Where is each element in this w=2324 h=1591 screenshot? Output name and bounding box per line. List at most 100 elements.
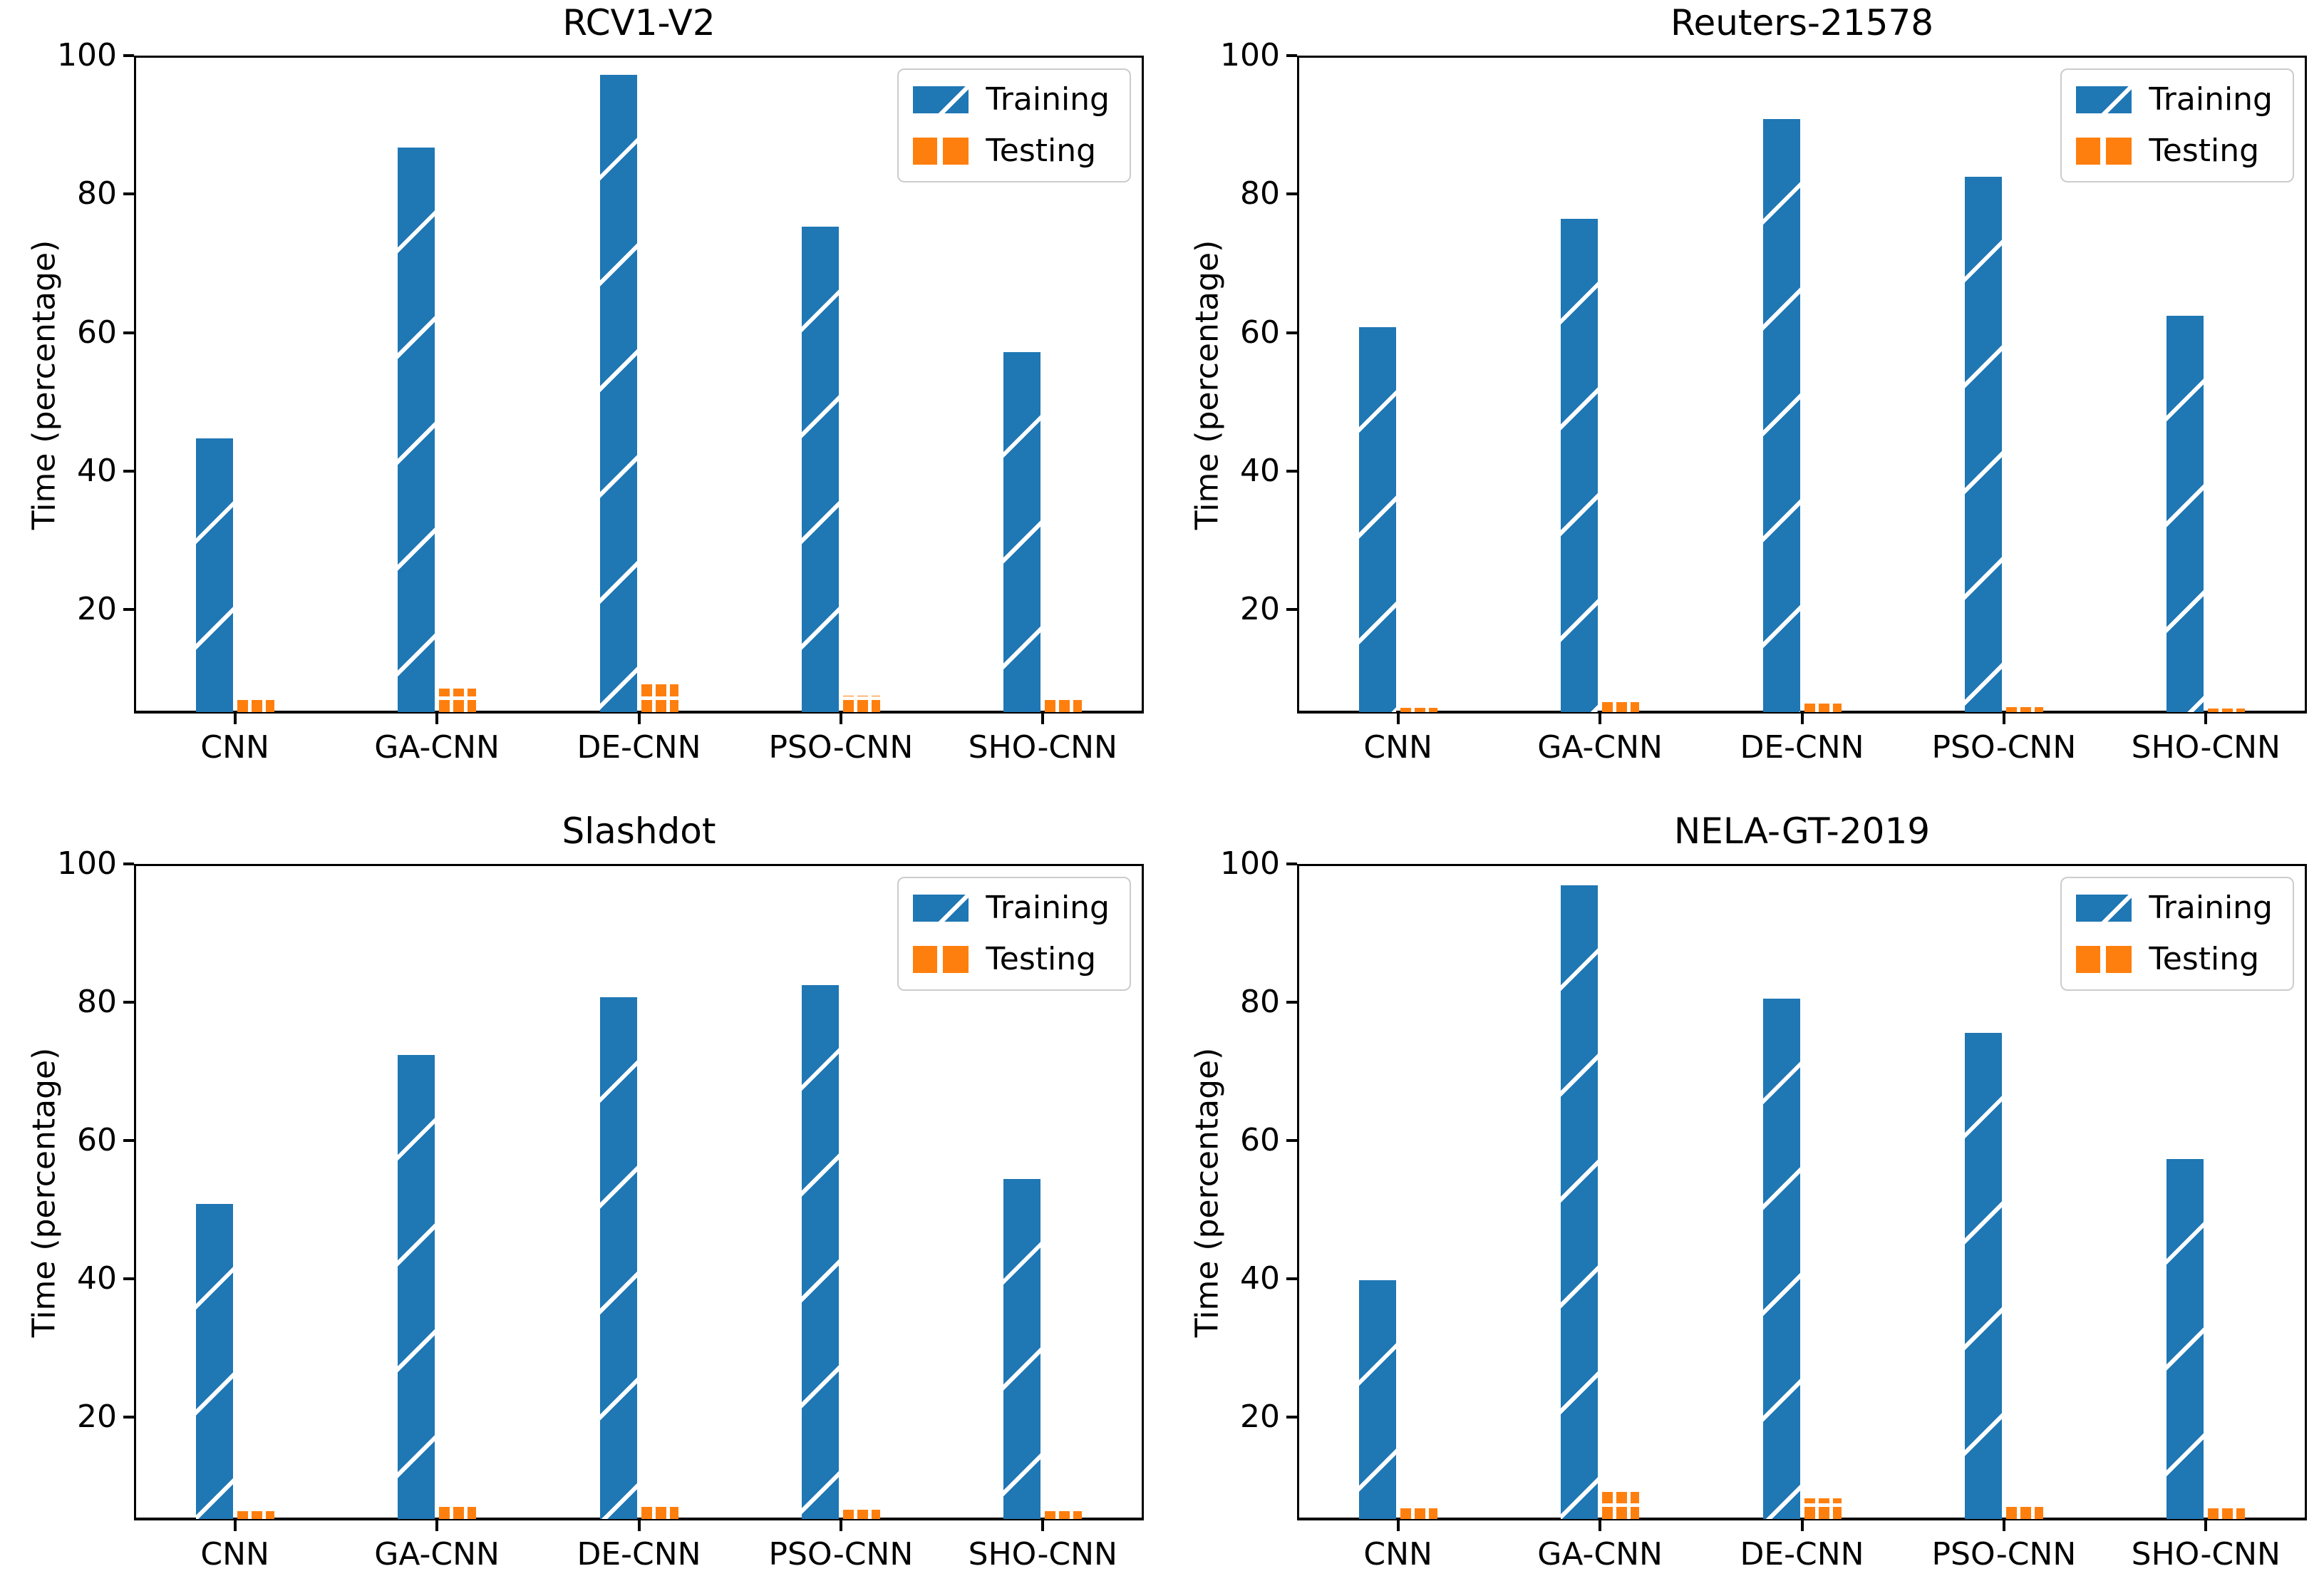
- x-tick-label: DE-CNN: [577, 1536, 701, 1572]
- x-tick-label: SHO-CNN: [2131, 729, 2281, 766]
- x-tick-label: PSO-CNN: [768, 729, 914, 766]
- y-tick-label: 100: [57, 845, 117, 882]
- left-spine: [134, 864, 136, 1520]
- legend: Training Testing: [897, 68, 1131, 182]
- y-tick-mark: [123, 1138, 134, 1142]
- x-tick-label: CNN: [200, 729, 269, 766]
- legend: Training Testing: [897, 877, 1131, 991]
- bar-testing-sho-cnn: [1045, 1511, 1083, 1519]
- bar-testing-ga-cnn: [1602, 702, 1640, 712]
- y-tick-label: 80: [77, 983, 117, 1020]
- x-tick-mark: [435, 714, 439, 724]
- x-tick-mark: [2002, 714, 2005, 724]
- y-tick-mark: [1286, 1277, 1297, 1280]
- right-spine: [2305, 56, 2307, 714]
- bar-testing-cnn: [237, 699, 274, 712]
- training-swatch-icon: [913, 86, 969, 113]
- bar-training-ga-cnn: [398, 148, 435, 712]
- top-spine: [134, 864, 1144, 866]
- right-spine: [1142, 56, 1144, 714]
- y-tick-label: 60: [77, 314, 117, 351]
- legend-item-testing: Testing: [913, 131, 1110, 171]
- y-tick-label: 40: [1240, 452, 1280, 489]
- x-tick-label: GA-CNN: [374, 1536, 500, 1572]
- y-tick-label: 20: [1240, 591, 1280, 628]
- legend: Training Testing: [2060, 68, 2294, 182]
- legend-item-training: Training: [2076, 888, 2273, 928]
- plot-area: Training Testing 20 40 60 80 100 CNN GA-CNN DE-…: [1220, 37, 2307, 766]
- top-spine: [134, 56, 1144, 58]
- x-axis-line: [134, 711, 1144, 714]
- bar-training-de-cnn: [599, 997, 637, 1519]
- chart-title: Reuters-21578: [1670, 2, 1934, 43]
- legend-label: Testing: [2149, 941, 2260, 977]
- left-spine: [134, 56, 136, 714]
- y-tick-label: 40: [77, 452, 117, 489]
- x-tick-mark: [839, 1520, 842, 1531]
- bar-testing-pso-cnn: [2005, 707, 2043, 712]
- legend-item-training: Training: [913, 80, 1110, 120]
- y-tick-label: 80: [77, 175, 117, 212]
- bar-testing-cnn: [1400, 1508, 1437, 1519]
- y-tick-mark: [123, 54, 134, 57]
- bar-training-sho-cnn: [1003, 351, 1041, 712]
- y-tick-label: 40: [1240, 1260, 1280, 1297]
- bar-training-de-cnn: [1762, 999, 1800, 1519]
- bar-training-sho-cnn: [2167, 316, 2204, 712]
- x-tick-label: SHO-CNN: [2131, 1536, 2281, 1572]
- bar-training-ga-cnn: [1561, 885, 1599, 1519]
- chart-title: NELA-GT-2019: [1673, 810, 1931, 852]
- bar-testing-sho-cnn: [2208, 709, 2246, 712]
- x-tick-mark: [233, 1520, 237, 1531]
- y-tick-mark: [123, 608, 134, 612]
- y-tick-mark: [1286, 1000, 1297, 1004]
- x-tick-mark: [2204, 714, 2208, 724]
- bar-training-cnn: [1358, 1280, 1396, 1519]
- x-tick-label: GA-CNN: [374, 729, 500, 766]
- bar-training-pso-cnn: [1964, 1032, 2002, 1519]
- y-tick-label: 80: [1240, 983, 1280, 1020]
- y-tick-label: 20: [77, 1398, 117, 1435]
- y-tick-mark: [1286, 608, 1297, 612]
- y-tick-mark: [123, 1000, 134, 1004]
- y-tick-mark: [1286, 192, 1297, 196]
- y-tick-label: 60: [1240, 1121, 1280, 1158]
- bar-training-ga-cnn: [1561, 219, 1599, 712]
- plot-area: Training Testing 20 40 60 80 100 CNN GA-CNN DE-…: [57, 845, 1144, 1572]
- x-tick-mark: [2204, 1520, 2208, 1531]
- legend-label: Training: [2149, 81, 2273, 118]
- right-spine: [1142, 864, 1144, 1520]
- bar-training-pso-cnn: [801, 984, 839, 1519]
- x-tick-label: SHO-CNN: [968, 729, 1117, 766]
- bar-testing-ga-cnn: [439, 1503, 477, 1519]
- testing-swatch-icon: [2076, 138, 2132, 165]
- y-tick-label: 60: [1240, 314, 1280, 351]
- bar-training-cnn: [195, 1203, 233, 1519]
- bar-testing-cnn: [237, 1511, 274, 1519]
- x-tick-mark: [1800, 714, 1804, 724]
- legend-label: Training: [2149, 890, 2273, 926]
- x-tick-mark: [2002, 1520, 2005, 1531]
- y-tick-mark: [123, 192, 134, 196]
- y-tick-mark: [1286, 1415, 1297, 1418]
- legend-item-training: Training: [913, 888, 1110, 928]
- x-tick-label: CNN: [200, 1536, 269, 1572]
- legend-item-testing: Testing: [2076, 939, 2273, 979]
- x-tick-mark: [233, 714, 237, 724]
- legend-label: Testing: [986, 941, 1097, 977]
- bar-testing-pso-cnn: [842, 1510, 880, 1519]
- legend-label: Testing: [986, 133, 1097, 169]
- x-axis-line: [1297, 711, 2307, 714]
- bar-testing-de-cnn: [641, 684, 678, 712]
- x-tick-mark: [637, 1520, 641, 1531]
- bar-training-cnn: [195, 438, 233, 712]
- training-swatch-icon: [2076, 895, 2132, 922]
- x-axis-line: [134, 1518, 1144, 1520]
- bar-testing-de-cnn: [1804, 704, 1842, 712]
- x-tick-mark: [1800, 1520, 1804, 1531]
- plot-area: Training Testing 20 40 60 80 100 CNN GA-CNN DE-…: [57, 37, 1144, 766]
- y-tick-mark: [1286, 1138, 1297, 1142]
- bar-training-sho-cnn: [1003, 1179, 1041, 1519]
